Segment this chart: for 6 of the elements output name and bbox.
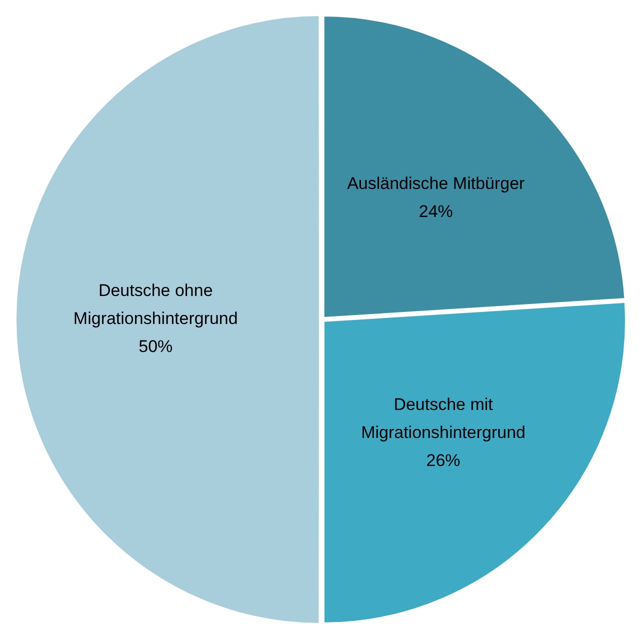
slice-label: Deutsche ohne Migrationshintergrund [73,281,238,328]
data-label: 50% [138,337,173,356]
data-label: 24% [418,202,453,221]
slice-label: Ausländische Mitbürger [347,174,526,193]
slice-label: Deutsche mit Migrationshintergrund [361,395,526,442]
data-label: 26% [426,451,460,470]
